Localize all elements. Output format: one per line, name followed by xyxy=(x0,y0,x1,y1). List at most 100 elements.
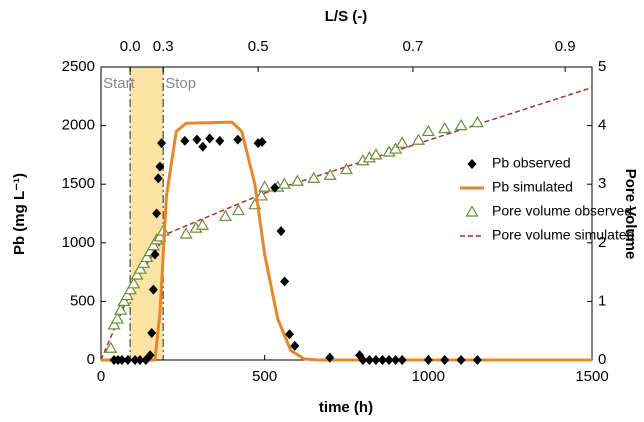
x-axis-title: time (h) xyxy=(319,399,373,416)
legend-label: Pb simulated xyxy=(492,179,573,195)
diamond-marker xyxy=(364,355,374,365)
triangle-marker xyxy=(339,162,354,175)
y2-tick-label: 5 xyxy=(598,58,606,75)
triangle-marker xyxy=(389,142,403,154)
diamond-marker xyxy=(440,355,450,365)
y-axis-title: Pb (mg L⁻¹) xyxy=(11,173,28,255)
diamond-marker xyxy=(378,355,388,365)
span-annotation: Stop xyxy=(165,75,196,92)
y-tick-label: 0 xyxy=(87,351,95,368)
diamond-marker xyxy=(423,355,433,365)
triangle-marker xyxy=(133,262,147,274)
top-tick-label: 0.5 xyxy=(248,38,269,55)
triangle-marker xyxy=(114,303,128,315)
triangle-marker xyxy=(369,148,383,160)
triangle-marker xyxy=(137,256,151,268)
diamond-marker xyxy=(153,173,163,184)
top-tick-label: 0.3 xyxy=(153,38,174,55)
triangle-marker xyxy=(195,218,210,230)
triangle-marker xyxy=(395,136,409,148)
legend-label: Pore volume observed xyxy=(492,203,632,219)
triangle-marker xyxy=(290,174,304,186)
legend-label: Pb observed xyxy=(492,155,571,171)
diamond-marker xyxy=(117,355,127,365)
y-tick-label: 1500 xyxy=(62,175,95,192)
y2-axis-title: Pore Volume xyxy=(622,169,639,260)
triangle-marker xyxy=(254,189,268,201)
diamond-marker xyxy=(371,355,381,365)
diamond-marker xyxy=(152,208,162,219)
legend-marker xyxy=(465,205,479,217)
span-annotation: Start xyxy=(103,75,136,92)
diamond-marker xyxy=(276,226,286,237)
top-tick-label: 0.7 xyxy=(403,38,424,55)
triangle-marker xyxy=(146,239,160,251)
diamond-marker xyxy=(205,133,215,144)
x-tick-label: 1000 xyxy=(412,368,445,385)
triangle-marker xyxy=(127,277,141,289)
y-tick-label: 2000 xyxy=(62,117,95,134)
triangle-marker xyxy=(120,288,134,301)
y2-tick-label: 2 xyxy=(598,234,606,251)
top-tick-label: 0.9 xyxy=(555,38,576,55)
triangle-marker xyxy=(218,209,232,222)
diamond-marker xyxy=(145,350,155,361)
triangle-marker xyxy=(123,282,138,295)
diamond-marker xyxy=(257,137,267,148)
triangle-marker xyxy=(104,341,118,353)
legend-marker xyxy=(467,159,477,169)
diamond-marker xyxy=(397,355,407,365)
diamond-marker xyxy=(358,355,368,365)
diamond-marker xyxy=(123,355,133,365)
diamond-marker xyxy=(130,355,140,365)
triangle-marker xyxy=(130,268,144,280)
triangle-marker xyxy=(117,294,131,306)
diamond-marker xyxy=(198,141,208,152)
top-tick-label: 0.0 xyxy=(120,38,141,55)
diamond-marker xyxy=(233,134,243,145)
diamond-marker xyxy=(180,135,190,146)
triangle-marker xyxy=(323,168,337,181)
y2-tick-label: 1 xyxy=(598,292,606,309)
series-line xyxy=(101,120,592,362)
diamond-marker xyxy=(155,161,165,172)
diamond-marker xyxy=(135,355,145,365)
diamond-marker xyxy=(391,355,401,365)
y2-tick-label: 3 xyxy=(598,175,606,192)
diamond-marker xyxy=(192,134,202,145)
triangle-marker xyxy=(231,203,246,216)
triangle-marker xyxy=(438,121,452,134)
y-tick-label: 500 xyxy=(70,292,95,309)
series-line xyxy=(100,86,593,361)
top-axis-title: L/S (-) xyxy=(325,8,368,25)
diamond-marker xyxy=(147,328,157,339)
triangle-marker xyxy=(179,227,193,239)
diamond-marker xyxy=(325,352,335,363)
triangle-marker xyxy=(140,250,154,263)
triangle-marker xyxy=(421,124,435,137)
triangle-marker xyxy=(454,118,468,131)
diamond-marker xyxy=(215,135,225,146)
diamond-marker xyxy=(456,355,466,365)
diamond-marker xyxy=(150,249,160,260)
triangle-marker xyxy=(307,171,321,183)
x-tick-label: 0 xyxy=(97,368,105,385)
triangle-marker xyxy=(277,177,291,189)
triangle-marker xyxy=(258,180,272,192)
triangle-marker xyxy=(107,318,121,330)
triangle-marker xyxy=(110,312,124,324)
diamond-marker xyxy=(285,329,295,340)
x-tick-label: 500 xyxy=(252,368,277,385)
legend-label: Pore volume simulated xyxy=(492,227,634,243)
x-tick-label: 1500 xyxy=(575,368,608,385)
diamond-marker xyxy=(148,284,158,295)
triangle-marker xyxy=(411,133,426,145)
y2-tick-label: 0 xyxy=(598,351,606,368)
diamond-marker xyxy=(472,355,482,365)
diamond-marker xyxy=(280,276,290,287)
diamond-marker xyxy=(270,182,280,193)
y-tick-label: 1000 xyxy=(62,234,95,251)
y-tick-label: 2500 xyxy=(62,58,95,75)
y2-tick-label: 4 xyxy=(598,117,606,134)
